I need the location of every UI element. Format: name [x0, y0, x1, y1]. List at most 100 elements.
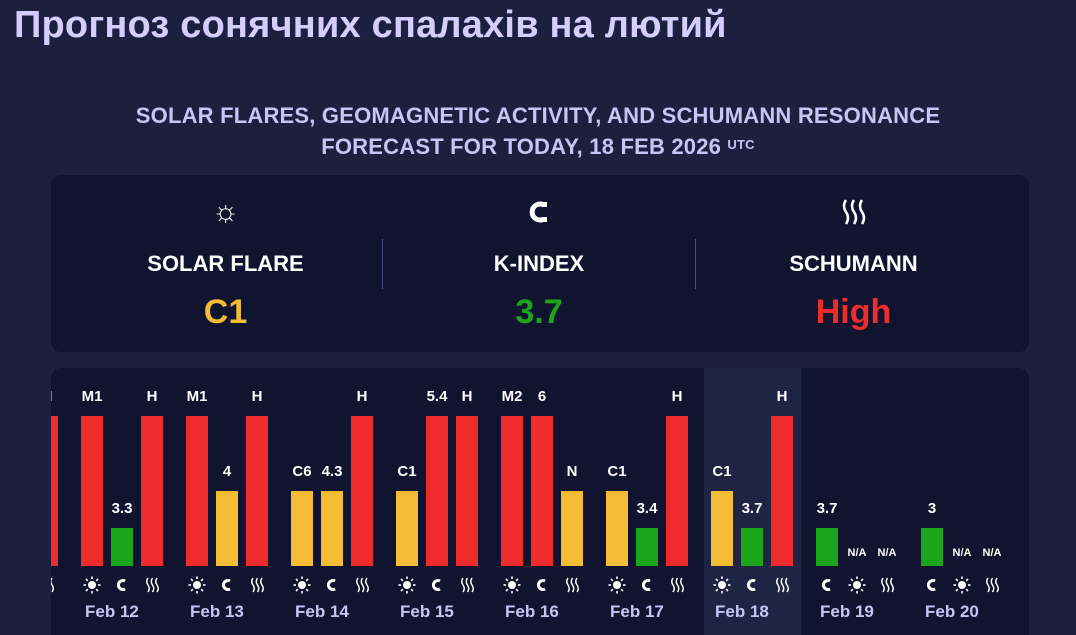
kindex-bar	[216, 491, 238, 566]
sun-icon	[500, 576, 524, 599]
solar-value-label: N/A	[847, 547, 867, 559]
date-label: Feb 20	[925, 602, 979, 621]
solar-flare-summary: ☼ SOLAR FLARE C1	[69, 175, 382, 352]
kindex-value-label: 3.7	[741, 500, 763, 517]
schumann-bar	[246, 416, 268, 566]
date-label: Feb 14	[295, 602, 349, 621]
schumann-label: SCHUMANN	[789, 251, 918, 276]
magnet-icon	[815, 576, 839, 599]
solar-bar	[606, 491, 628, 566]
subtitle-date-text: FORECAST FOR TODAY, 18 FEB 2026	[321, 134, 722, 159]
k-index-label: K-INDEX	[493, 251, 585, 276]
kindex-value-label: 3	[927, 500, 937, 517]
solar-value-label: M2	[501, 388, 523, 405]
waves-icon	[455, 576, 479, 599]
kindex-value-label: 4	[222, 463, 232, 480]
kindex-value-label: 3.4	[636, 500, 658, 517]
magnet-icon	[635, 576, 659, 599]
kindex-bar	[426, 416, 448, 566]
magnet-icon	[530, 576, 554, 599]
schumann-bar	[51, 416, 58, 566]
solar-value-label: N/A	[952, 547, 972, 559]
waves-icon	[875, 576, 899, 599]
magnet-icon	[920, 576, 944, 599]
waves-icon	[665, 576, 689, 599]
solar-bar	[291, 491, 313, 566]
sun-icon	[710, 576, 734, 599]
schumann-value-label: H	[356, 388, 368, 405]
waves-icon	[560, 576, 584, 599]
solar-value-label: M1	[81, 388, 103, 405]
solar-bar	[186, 416, 208, 566]
schumann-value-label: N	[566, 463, 578, 480]
date-label: Feb 15	[400, 602, 454, 621]
waves-icon	[350, 576, 374, 599]
schumann-value-label: N/A	[877, 547, 897, 559]
date-label: Feb 17	[610, 602, 664, 621]
waves-icon	[980, 576, 1004, 599]
kindex-value-label: 3.7	[816, 500, 838, 517]
kindex-value-label: 5.4	[426, 388, 448, 405]
waves-icon	[140, 576, 164, 599]
daily-forecast-chart: H M1 3.3 H Feb 12 M1 4 H Feb 13 C6 4.3 H Feb 14 C1 5.4…	[51, 368, 1029, 635]
solar-value-label: C1	[607, 463, 627, 480]
schumann-bar	[141, 416, 163, 566]
sun-icon	[605, 576, 629, 599]
kindex-bar	[921, 528, 943, 566]
waves-icon	[696, 195, 1011, 229]
solar-bar	[501, 416, 523, 566]
forecast-subtitle: SOLAR FLARES, GEOMAGNETIC ACTIVITY, AND …	[0, 100, 1076, 162]
date-label: Feb 12	[85, 602, 139, 621]
k-index-value: 3.7	[515, 293, 563, 331]
schumann-value-label: H	[671, 388, 683, 405]
schumann-value-label: H	[776, 388, 788, 405]
magnet-icon	[110, 576, 134, 599]
kindex-bar	[741, 528, 763, 566]
kindex-bar	[321, 491, 343, 566]
solar-flare-label: SOLAR FLARE	[147, 251, 304, 276]
solar-value-label: C1	[712, 463, 732, 480]
today-summary-panel: ☼ SOLAR FLARE C1 K-INDEX 3.7 SCHUMANN Hi…	[51, 175, 1029, 352]
subtitle-line-2: FORECAST FOR TODAY, 18 FEB 2026 UTC	[0, 131, 1076, 162]
sun-icon	[950, 576, 974, 599]
sun-icon	[845, 576, 869, 599]
magnet-icon	[383, 195, 695, 229]
solar-value-label: C6	[292, 463, 312, 480]
schumann-value: High	[815, 293, 892, 331]
utc-label: UTC	[727, 137, 755, 152]
schumann-bar	[456, 416, 478, 566]
waves-icon	[245, 576, 269, 599]
date-label: Feb 16	[505, 602, 559, 621]
kindex-value-label: 6	[537, 388, 547, 405]
schumann-value-label: N/A	[982, 547, 1002, 559]
solar-value-label: C1	[397, 463, 417, 480]
divider	[382, 239, 383, 289]
waves-icon	[51, 576, 59, 599]
schumann-summary: SCHUMANN High	[696, 175, 1011, 352]
solar-value-label: M1	[186, 388, 208, 405]
waves-icon	[770, 576, 794, 599]
schumann-bar	[666, 416, 688, 566]
kindex-value-label: 3.3	[111, 500, 133, 517]
magnet-icon	[320, 576, 344, 599]
date-label: Feb 19	[820, 602, 874, 621]
solar-flare-value: C1	[203, 293, 248, 331]
magnet-icon	[740, 576, 764, 599]
page-title: Прогноз сонячних спалахів на лютий	[14, 4, 727, 46]
schumann-value-label: H	[461, 388, 473, 405]
sun-icon	[80, 576, 104, 599]
kindex-value-label: 4.3	[321, 463, 343, 480]
sun-icon	[290, 576, 314, 599]
solar-bar	[711, 491, 733, 566]
kindex-bar	[111, 528, 133, 566]
schumann-value-label: H	[146, 388, 158, 405]
magnet-icon	[215, 576, 239, 599]
schumann-bar	[561, 491, 583, 566]
schumann-bar	[351, 416, 373, 566]
sun-icon	[185, 576, 209, 599]
schumann-value-label: H	[51, 388, 67, 405]
schumann-bar	[771, 416, 793, 566]
date-label: Feb 13	[190, 602, 244, 621]
solar-bar	[81, 416, 103, 566]
sun-icon: ☼	[211, 195, 240, 228]
